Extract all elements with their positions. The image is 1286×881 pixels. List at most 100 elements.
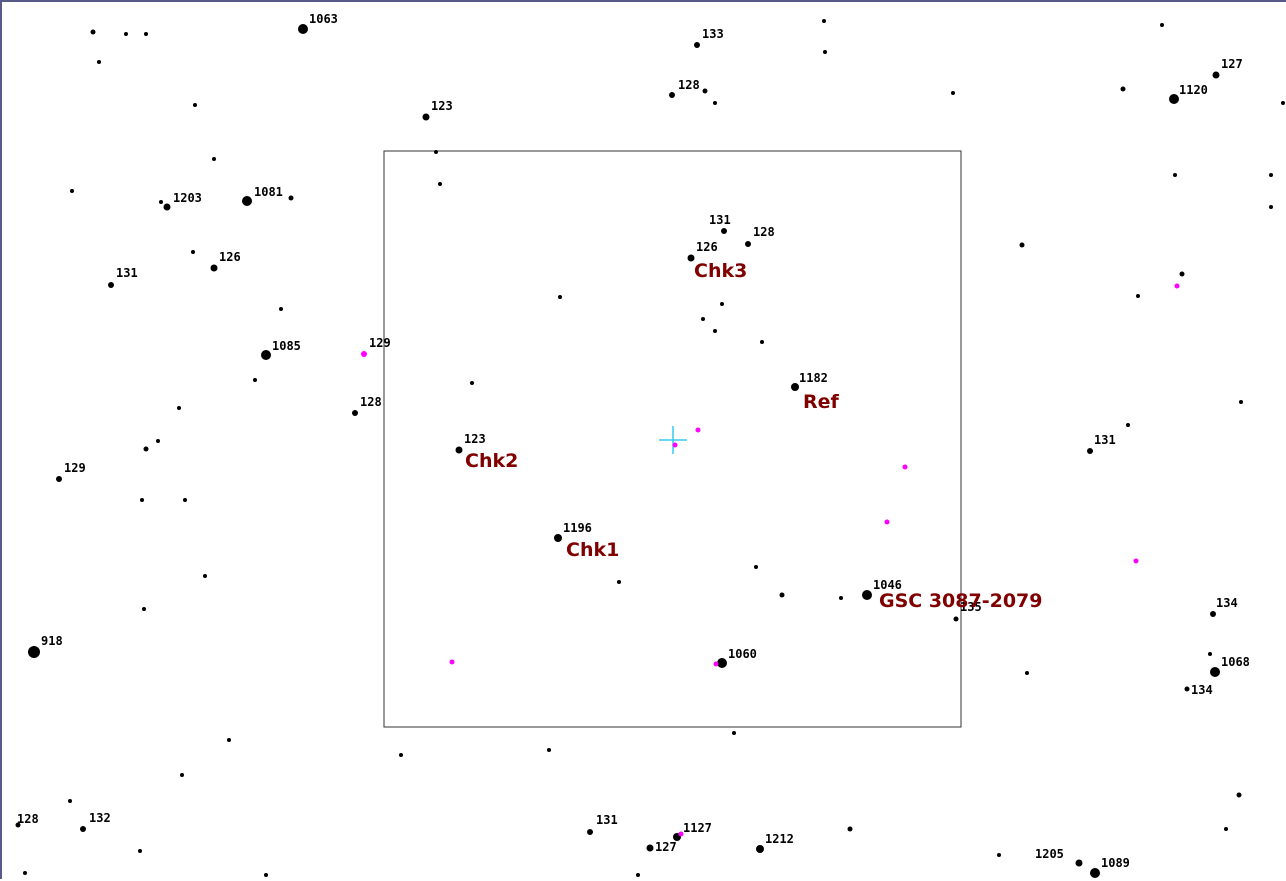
- star: [177, 406, 181, 410]
- star: [717, 658, 727, 668]
- star: [822, 19, 826, 23]
- star: [779, 592, 785, 598]
- star: [823, 50, 827, 54]
- magnitude-label: 128: [360, 395, 382, 409]
- star: [28, 646, 40, 658]
- magnitude-label: 133: [702, 27, 724, 41]
- star: [791, 383, 799, 391]
- star: [142, 607, 146, 611]
- star: [1179, 271, 1185, 277]
- star: [756, 845, 764, 853]
- star: [951, 91, 955, 95]
- magnitude-label: 129: [64, 461, 86, 475]
- star: [264, 873, 268, 877]
- star: [713, 101, 717, 105]
- star: [242, 196, 252, 206]
- star: [1019, 242, 1025, 248]
- magnitude-label: 131: [709, 213, 731, 227]
- star: [210, 264, 218, 272]
- star: [745, 241, 751, 247]
- magnitude-label: 128: [678, 78, 700, 92]
- label-layer: 1063 133 127 128 1120 123 1203 1081 131 …: [17, 12, 1250, 870]
- check-star-2-label: Chk2: [465, 450, 518, 472]
- magnitude-label: 918: [41, 634, 63, 648]
- magnitude-label: 128: [17, 812, 39, 826]
- flagged-star: [713, 661, 719, 667]
- star: [163, 203, 171, 211]
- flagged-star: [902, 464, 908, 470]
- star: [455, 446, 463, 454]
- star: [183, 498, 187, 502]
- star: [1269, 205, 1273, 209]
- star: [159, 200, 163, 204]
- star: [140, 498, 144, 502]
- star: [1136, 294, 1140, 298]
- magnitude-label: 134: [1191, 683, 1213, 697]
- star: [862, 590, 872, 600]
- star: [687, 254, 695, 262]
- magnitude-label: 1063: [309, 12, 338, 26]
- magnitude-label: 1089: [1101, 856, 1130, 870]
- star: [636, 873, 640, 877]
- magnitude-label: 1085: [272, 339, 301, 353]
- star: [56, 476, 62, 482]
- star: [434, 150, 438, 154]
- magnitude-label: 1205: [1035, 847, 1064, 861]
- magnitude-label: 127: [1221, 57, 1243, 71]
- magnitude-label: 132: [89, 811, 111, 825]
- star: [352, 410, 358, 416]
- star: [399, 753, 403, 757]
- star: [701, 317, 705, 321]
- flagged-star: [695, 427, 701, 433]
- magnitude-label: 1212: [765, 832, 794, 846]
- star: [144, 32, 148, 36]
- magnitude-label: 134: [1216, 596, 1238, 610]
- star: [554, 534, 562, 542]
- star: [587, 829, 593, 835]
- star: [70, 189, 74, 193]
- star: [143, 446, 149, 452]
- star: [732, 731, 736, 735]
- target-star-label: GSC 3087-2079: [879, 590, 1043, 612]
- star: [1169, 94, 1179, 104]
- star: [23, 871, 27, 875]
- star: [1208, 652, 1212, 656]
- magnitude-label: 128: [753, 225, 775, 239]
- magnitude-label: 1068: [1221, 655, 1250, 669]
- star: [1236, 792, 1242, 798]
- star: [288, 195, 294, 201]
- star: [839, 596, 843, 600]
- star: [754, 565, 758, 569]
- star: [1087, 448, 1093, 454]
- crosshair-icon: [659, 426, 687, 454]
- star: [847, 826, 853, 832]
- star: [1239, 400, 1243, 404]
- star: [68, 799, 72, 803]
- flagged-star: [449, 659, 455, 665]
- star: [720, 302, 724, 306]
- star: [1025, 671, 1029, 675]
- star: [180, 773, 184, 777]
- star: [702, 88, 708, 94]
- star: [1120, 86, 1126, 92]
- star: [1269, 173, 1273, 177]
- star: [470, 381, 474, 385]
- star: [227, 738, 231, 742]
- star: [713, 329, 717, 333]
- star: [1075, 859, 1083, 867]
- star: [997, 853, 1001, 857]
- star: [261, 350, 271, 360]
- star: [617, 580, 621, 584]
- star: [1173, 173, 1177, 177]
- star: [97, 60, 101, 64]
- check-star-3-label: Chk3: [694, 260, 747, 282]
- flagged-star: [672, 442, 678, 448]
- star: [253, 378, 257, 382]
- star: [193, 103, 197, 107]
- magnitude-label: 1120: [1179, 83, 1208, 97]
- star: [1184, 686, 1190, 692]
- star: [953, 616, 959, 622]
- field-of-view-box: [383, 150, 962, 728]
- star: [298, 24, 308, 34]
- magnitude-label: 127: [655, 840, 677, 854]
